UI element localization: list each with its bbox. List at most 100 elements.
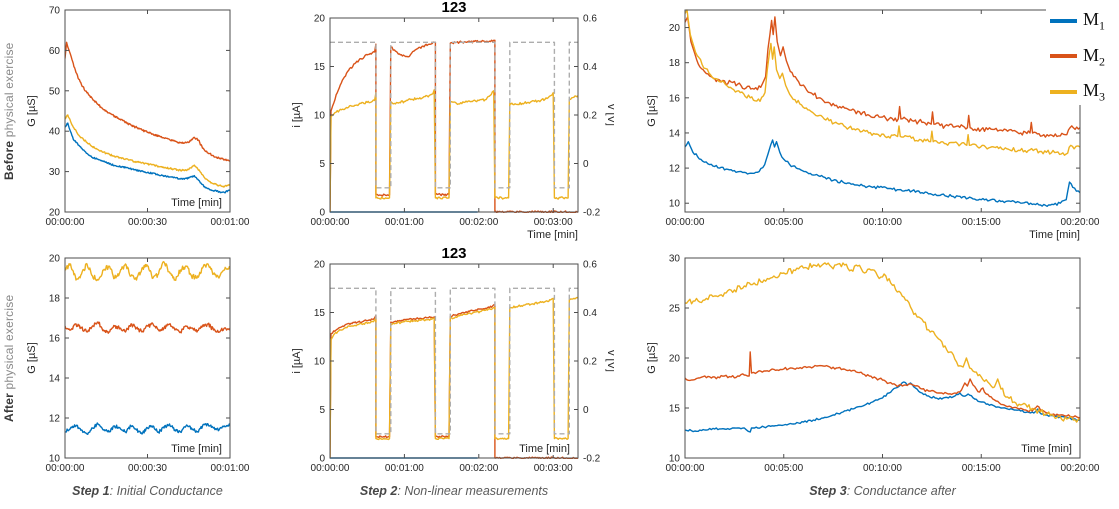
row-label-after-bold: After: [2, 392, 16, 422]
chart-canvas-before-nonlinear: 00:00:00 00:01:00 00:02:00 00:03:00 0 5 10 15 20…: [291, 0, 617, 241]
svg-text:Time [min]: Time [min]: [1021, 443, 1072, 455]
svg-text:50: 50: [49, 86, 61, 97]
svg-text:00:01:00: 00:01:00: [385, 217, 424, 228]
svg-text:0.6: 0.6: [583, 14, 597, 25]
caption-step-2-rest: : Non-linear measurements: [397, 484, 549, 498]
svg-text:0.2: 0.2: [583, 357, 597, 368]
row-label-before-bold: Before: [2, 140, 16, 180]
svg-text:00:01:00: 00:01:00: [211, 463, 250, 474]
svg-text:i [µA]: i [µA]: [291, 348, 303, 373]
svg-text:123: 123: [441, 246, 466, 262]
svg-text:Time [min]: Time [min]: [171, 443, 222, 455]
svg-text:60: 60: [49, 46, 61, 57]
caption-step-1-rest: : Initial Conductance: [109, 484, 223, 498]
svg-text:00:10:00: 00:10:00: [863, 217, 902, 228]
svg-text:15: 15: [314, 308, 326, 319]
chart-canvas-before-20min: 00:00:00 00:05:00 00:10:00 00:15:00 00:20:00…: [646, 9, 1100, 241]
legend-swatch-m3: [1050, 89, 1077, 94]
svg-text:40: 40: [49, 127, 61, 138]
legend-item-m3: M3: [1050, 81, 1105, 103]
svg-text:-0.2: -0.2: [583, 208, 601, 219]
svg-text:20: 20: [49, 208, 61, 219]
svg-text:20: 20: [49, 254, 61, 265]
svg-text:10: 10: [314, 111, 326, 122]
svg-text:123: 123: [441, 0, 466, 16]
svg-text:0: 0: [319, 208, 325, 219]
svg-text:12: 12: [49, 414, 61, 425]
svg-text:G [µS]: G [µS]: [646, 95, 658, 126]
svg-text:0.6: 0.6: [583, 260, 597, 271]
svg-text:00:20:00: 00:20:00: [1061, 217, 1100, 228]
svg-text:00:03:00: 00:03:00: [534, 217, 573, 228]
svg-text:00:05:00: 00:05:00: [764, 217, 803, 228]
svg-text:16: 16: [49, 334, 61, 345]
svg-text:00:00:00: 00:00:00: [46, 463, 85, 474]
svg-text:00:00:00: 00:00:00: [666, 463, 705, 474]
svg-text:-0.2: -0.2: [583, 454, 601, 465]
svg-text:18: 18: [49, 294, 61, 305]
caption-step-2: Step 2: Non-linear measurements: [330, 484, 578, 498]
row-label-before-exercise: Before physical exercise: [2, 10, 18, 212]
svg-text:00:00:00: 00:00:00: [311, 217, 350, 228]
svg-text:00:15:00: 00:15:00: [962, 463, 1001, 474]
legend-label-m2: M2: [1083, 44, 1106, 69]
chart-after-nonlinear-measurements: 00:00:00 00:01:00 00:02:00 00:03:00 0 5 10 15 20…: [284, 245, 617, 486]
svg-text:Time [min]: Time [min]: [171, 197, 222, 209]
svg-text:10: 10: [669, 454, 681, 465]
svg-text:25: 25: [669, 304, 681, 315]
svg-text:0: 0: [583, 405, 589, 416]
svg-text:12: 12: [669, 164, 681, 175]
chart-canvas-after-nonlinear: 00:00:00 00:01:00 00:02:00 00:03:00 0 5 10 15 20…: [291, 245, 617, 474]
row-label-before-rest: physical exercise: [2, 42, 16, 141]
svg-text:Time [min]: Time [min]: [527, 229, 578, 241]
svg-text:5: 5: [319, 159, 325, 170]
svg-text:18: 18: [669, 58, 681, 69]
svg-text:00:00:00: 00:00:00: [311, 463, 350, 474]
svg-text:5: 5: [319, 405, 325, 416]
svg-text:70: 70: [49, 6, 61, 17]
svg-text:00:02:00: 00:02:00: [459, 463, 498, 474]
caption-step-1-bold: Step 1: [72, 484, 110, 498]
svg-text:15: 15: [669, 404, 681, 415]
svg-text:10: 10: [669, 199, 681, 210]
svg-text:00:01:00: 00:01:00: [211, 217, 250, 228]
svg-text:0.2: 0.2: [583, 111, 597, 122]
svg-text:00:15:00: 00:15:00: [962, 217, 1001, 228]
svg-text:00:03:00: 00:03:00: [534, 463, 573, 474]
legend-item-m2: M2: [1050, 44, 1106, 69]
svg-text:i [µA]: i [µA]: [291, 102, 303, 127]
svg-text:00:02:00: 00:02:00: [459, 217, 498, 228]
svg-text:00:00:00: 00:00:00: [46, 217, 85, 228]
svg-text:10: 10: [49, 454, 61, 465]
svg-text:30: 30: [669, 254, 681, 265]
chart-after-initial-conductance: 00:00:00 00:00:30 00:01:00 10 12 14 16 18 20 G [µ…: [20, 246, 258, 486]
svg-text:00:05:00: 00:05:00: [764, 463, 803, 474]
svg-text:20: 20: [669, 354, 681, 365]
chart-before-nonlinear-measurements: 00:00:00 00:01:00 00:02:00 00:03:00 0 5 10 15 20…: [284, 0, 617, 244]
legend-label-m1: M1: [1083, 9, 1106, 33]
chart-before-20min-conductance: 00:00:00 00:05:00 00:10:00 00:15:00 00:20:00…: [640, 0, 1110, 244]
caption-step-3-bold: Step 3: [809, 484, 847, 498]
chart-after-20min-conductance: 00:00:00 00:05:00 00:10:00 00:15:00 00:20:00…: [640, 246, 1110, 486]
legend-label-m3: M3: [1083, 80, 1106, 104]
caption-step-1: Step 1: Initial Conductance: [65, 484, 230, 498]
legend-item-m1: M1: [1050, 10, 1105, 32]
svg-text:G [µS]: G [µS]: [26, 95, 38, 126]
svg-text:00:00:00: 00:00:00: [666, 217, 705, 228]
chart-canvas-before-initial: 00:00:00 00:00:30 00:01:00 20 30 40 50 60 70 G [µ…: [26, 6, 250, 229]
svg-text:G [µS]: G [µS]: [26, 342, 38, 373]
svg-text:00:00:30: 00:00:30: [128, 463, 167, 474]
svg-text:20: 20: [314, 260, 326, 271]
svg-text:00:00:30: 00:00:30: [128, 217, 167, 228]
svg-text:00:01:00: 00:01:00: [385, 463, 424, 474]
svg-text:0.4: 0.4: [583, 308, 597, 319]
caption-step-2-bold: Step 2: [359, 484, 398, 498]
svg-text:0: 0: [583, 159, 589, 170]
svg-text:Time [min]: Time [min]: [519, 443, 570, 455]
svg-text:14: 14: [49, 374, 61, 385]
svg-text:30: 30: [49, 167, 61, 178]
svg-text:0: 0: [319, 454, 325, 465]
legend-swatch-m2: [1050, 54, 1077, 59]
svg-text:20: 20: [669, 23, 681, 34]
